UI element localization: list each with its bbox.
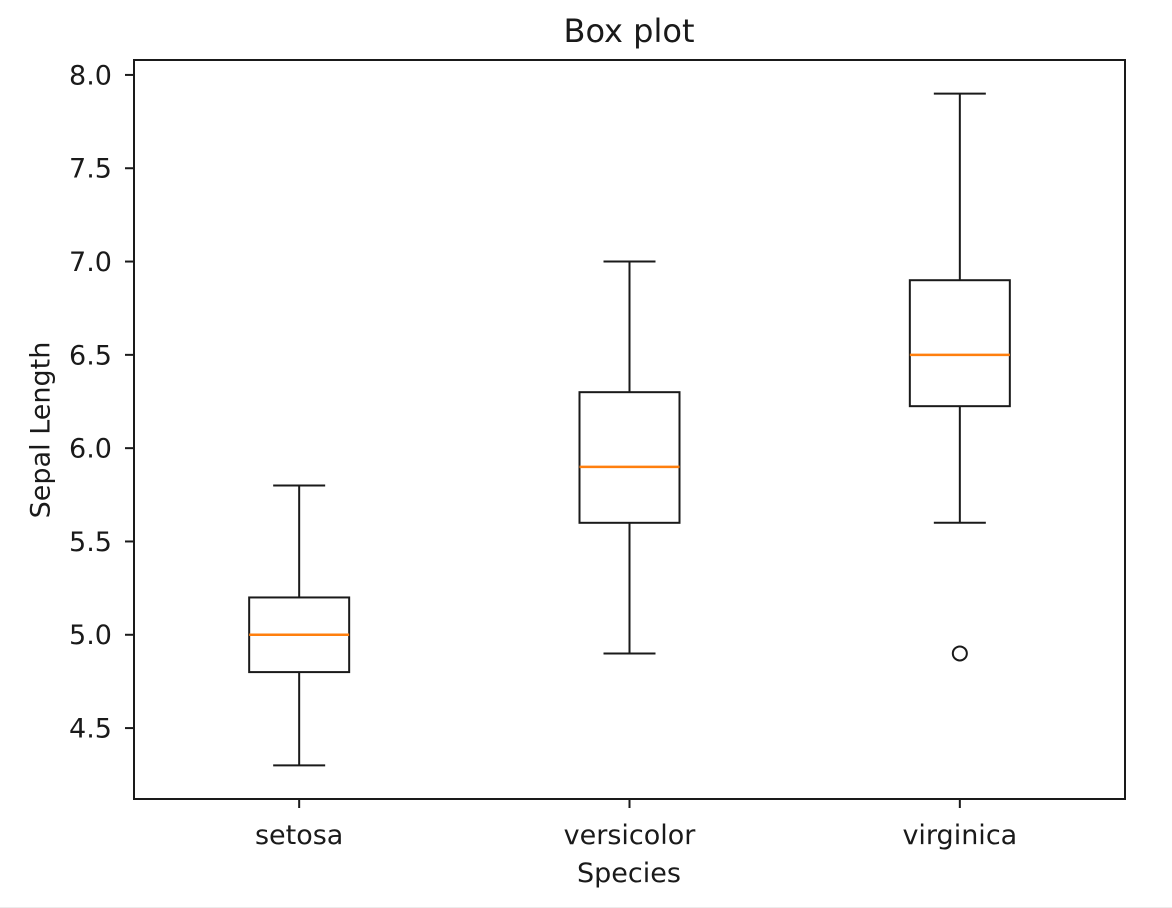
x-tick-label: setosa: [255, 820, 343, 851]
box-virginica: [908, 92, 1011, 662]
y-tick-label: 8.0: [69, 60, 112, 91]
x-tick-label: virginica: [902, 820, 1017, 851]
plot-area-spines: [133, 59, 1126, 800]
x-axis-label: Species: [577, 858, 681, 889]
y-tick-label: 6.0: [69, 434, 112, 465]
y-axis-label: Sepal Length: [25, 342, 56, 519]
y-tick-label: 7.0: [69, 247, 112, 278]
chart-title: Box plot: [564, 12, 695, 50]
box-series: [248, 92, 1011, 767]
y-axis: 4.5 5.0 5.5 6.0 6.5 7.0 7.5 8.0: [69, 60, 134, 745]
y-tick-label: 5.5: [69, 527, 112, 558]
y-tick-label: 6.5: [69, 340, 112, 371]
iqr-box: [908, 279, 1011, 408]
y-tick-label: 7.5: [69, 154, 112, 185]
x-axis: setosa versicolor virginica: [255, 799, 1017, 851]
box-setosa: [248, 484, 351, 767]
box-versicolor: [578, 260, 681, 655]
iqr-box: [578, 391, 681, 524]
x-tick-label: versicolor: [564, 820, 697, 851]
y-tick-label: 5.0: [69, 620, 112, 651]
y-tick-label: 4.5: [69, 714, 112, 745]
outlier-marker: [951, 645, 968, 662]
